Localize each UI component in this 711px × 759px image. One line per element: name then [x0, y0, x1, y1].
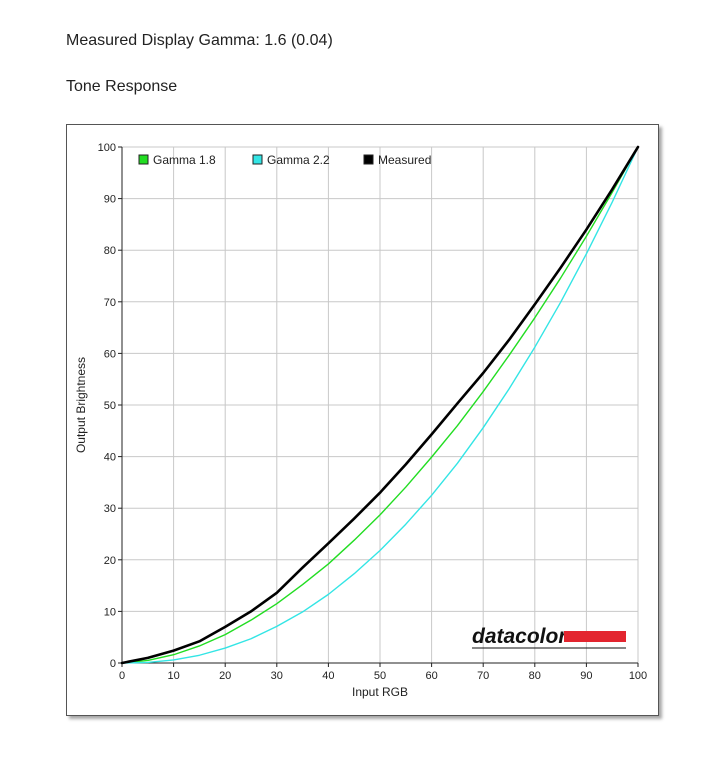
y-tick-label: 60	[104, 348, 116, 360]
legend-label: Gamma 2.2	[267, 153, 330, 167]
series-line-measured	[120, 145, 640, 665]
x-tick-label: 0	[119, 670, 125, 682]
y-tick-label: 30	[104, 503, 116, 515]
axes: 0 10 20 30 40 50 60 70 80 90 100 0 10 20 30 40 50 60 70 80 9…	[74, 142, 647, 699]
legend-label: Gamma 1.8	[153, 153, 216, 167]
logo-wordmark: datacolor	[472, 625, 568, 648]
chart-canvas: 0 10 20 30 40 50 60 70 80 90 100 0 10 20 30 40 50 60 70 80 9…	[74, 142, 647, 699]
logo-bar	[564, 631, 626, 642]
legend-swatch	[252, 154, 263, 165]
legend: Gamma 1.8 Gamma 2.2 Measured	[138, 153, 431, 167]
legend-label: Measured	[378, 153, 431, 167]
series-line-gamma-2-2	[121, 146, 639, 664]
x-tick-label: 50	[374, 670, 386, 682]
y-tick-label: 100	[98, 142, 116, 154]
y-tick-label: 80	[104, 245, 116, 257]
x-tick-label: 30	[271, 670, 283, 682]
x-tick-label: 60	[425, 670, 437, 682]
x-tick-label: 70	[477, 670, 489, 682]
x-axis-title: Input RGB	[352, 685, 408, 699]
section-title: Tone Response	[66, 78, 178, 95]
x-tick-label: 40	[322, 670, 334, 682]
y-tick-label: 50	[104, 400, 116, 412]
measured-gamma-text: Measured Display Gamma: 1.6 (0.04)	[66, 32, 333, 49]
datacolor-logo: datacolor	[472, 625, 626, 649]
x-tick-label: 20	[219, 670, 231, 682]
y-tick-label: 10	[104, 606, 116, 618]
series	[120, 145, 640, 665]
series-line-gamma-1-8	[121, 146, 639, 664]
x-tick-label: 10	[167, 670, 179, 682]
y-tick-label: 40	[104, 452, 116, 464]
y-axis-title: Output Brightness	[74, 357, 88, 453]
x-tick-label: 80	[529, 670, 541, 682]
legend-swatch	[138, 154, 149, 165]
tone-response-chart: 0 10 20 30 40 50 60 70 80 90 100 0 10 20 30 40 50 60 70 80 9…	[66, 124, 659, 716]
y-tick-label: 20	[104, 555, 116, 567]
y-tick-label: 90	[104, 194, 116, 206]
legend-swatch	[363, 154, 374, 165]
x-tick-label: 100	[629, 670, 647, 682]
grid	[121, 146, 639, 664]
y-tick-label: 70	[104, 297, 116, 309]
y-tick-label: 0	[110, 658, 116, 670]
x-tick-label: 90	[580, 670, 592, 682]
